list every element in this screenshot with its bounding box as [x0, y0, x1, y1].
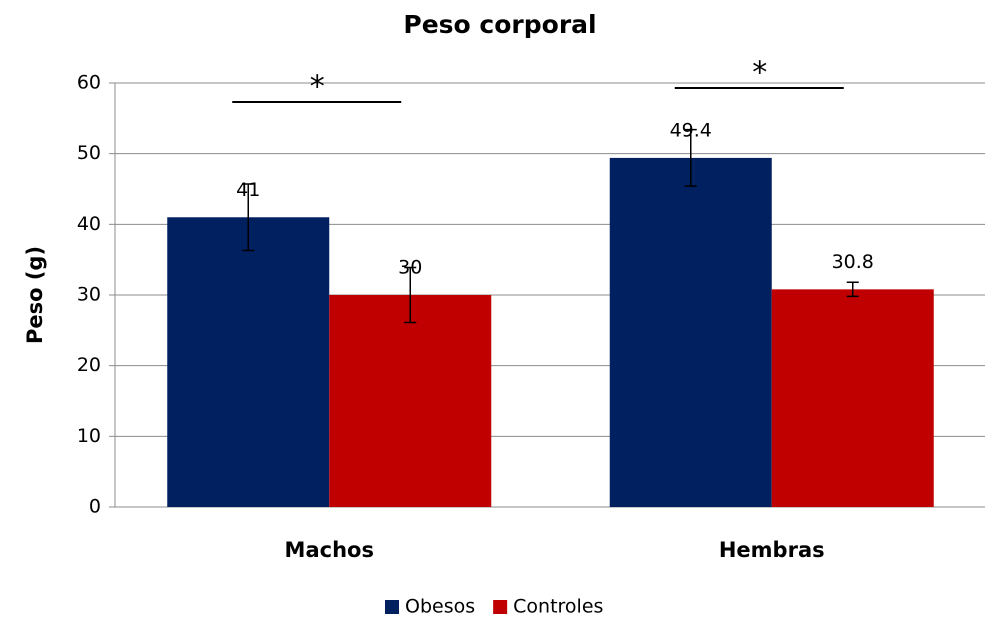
data-label: 41 — [236, 179, 260, 201]
bar — [329, 295, 492, 507]
annotation: * — [310, 70, 325, 105]
error-bar — [242, 183, 255, 252]
legend-swatch — [493, 600, 508, 614]
bar — [609, 157, 772, 507]
y-tick-label: 20 — [77, 354, 101, 376]
y-axis-title: Peso (g) — [23, 246, 47, 344]
x-tick-label: Machos — [285, 538, 374, 562]
legend-swatch — [385, 600, 399, 614]
y-tick-label: 50 — [77, 142, 101, 164]
error-bar — [404, 266, 417, 324]
bar — [771, 289, 934, 507]
error-bar — [846, 281, 859, 298]
y-tick-label: 0 — [89, 496, 101, 518]
legend-label: Controles — [513, 596, 603, 618]
y-tick-label: 60 — [77, 72, 101, 94]
y-tick-label: 10 — [77, 425, 101, 447]
data-label: 30.8 — [832, 251, 874, 273]
x-tick-label: Hembras — [719, 538, 825, 562]
y-tick-label: 30 — [77, 284, 101, 306]
data-label: 49.4 — [670, 119, 712, 141]
bar — [167, 217, 330, 507]
y-tick-label: 40 — [77, 213, 101, 235]
data-label: 30 — [398, 257, 422, 279]
legend-label: Obesos — [405, 596, 475, 618]
annotation: * — [752, 56, 767, 91]
chart-title: Peso corporal — [403, 10, 596, 39]
error-bar — [684, 128, 697, 187]
